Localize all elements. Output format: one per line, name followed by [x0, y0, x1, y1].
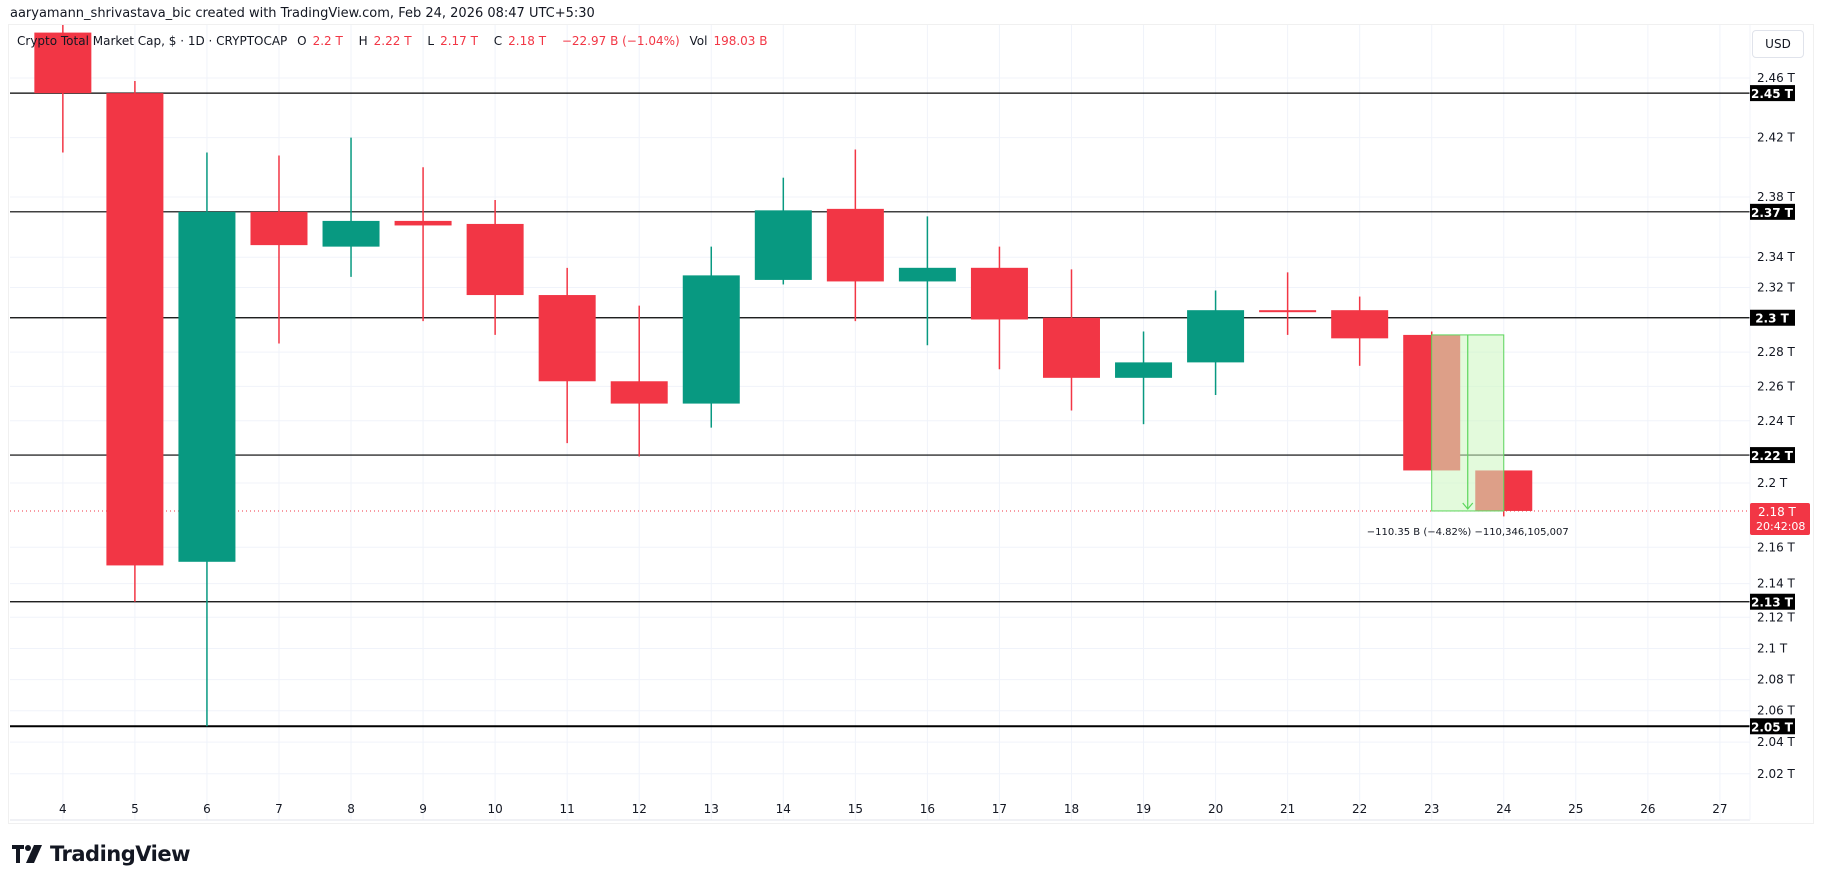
- x-axis-label: 8: [347, 802, 355, 816]
- x-axis-label: 23: [1424, 802, 1439, 816]
- candle-body: [754, 210, 812, 280]
- candle-body: [34, 32, 92, 94]
- currency-button[interactable]: USD: [1752, 30, 1804, 58]
- x-axis-label: 12: [632, 802, 647, 816]
- current-price-label: 2.18 T: [1758, 505, 1797, 519]
- y-axis-label: 2.2 T: [1757, 476, 1788, 490]
- candle-body: [1042, 317, 1100, 378]
- x-axis-label: 20: [1208, 802, 1223, 816]
- x-axis-label: 18: [1064, 802, 1079, 816]
- y-axis-label: 2.1 T: [1757, 641, 1788, 655]
- current-price-badge: [1750, 502, 1810, 535]
- chart-panel[interactable]: [8, 24, 1814, 824]
- candle-body: [394, 220, 452, 226]
- x-axis-label: 25: [1568, 802, 1583, 816]
- measure-arrowhead: [1462, 502, 1474, 510]
- high-value: 2.22 T: [373, 34, 412, 48]
- candle-body: [1115, 362, 1173, 378]
- x-axis-label: 14: [776, 802, 791, 816]
- symbol-title[interactable]: Crypto Total Market Cap, $ · 1D · CRYPTO…: [17, 34, 288, 48]
- x-axis-label: 22: [1352, 802, 1367, 816]
- y-axis-label: 2.02 T: [1757, 767, 1796, 781]
- y-axis-label: 2.46 T: [1757, 71, 1796, 85]
- y-axis-label: 2.08 T: [1757, 673, 1796, 687]
- level-price-badge: [1750, 203, 1795, 220]
- y-axis-label: 2.14 T: [1757, 577, 1796, 591]
- y-axis-label: 2.24 T: [1757, 414, 1796, 428]
- candle-body: [322, 220, 380, 247]
- x-axis-label: 17: [992, 802, 1007, 816]
- level-price-badge: [1750, 718, 1795, 735]
- candle-body: [970, 267, 1028, 320]
- y-axis-label: 2.04 T: [1757, 735, 1796, 749]
- y-axis-label: 2.32 T: [1757, 280, 1796, 294]
- x-axis-label: 24: [1496, 802, 1511, 816]
- candle-body: [466, 223, 524, 296]
- level-price-badge: [1750, 309, 1795, 326]
- plot-area: −110.35 B (−4.82%) −110,346,105,007: [10, 25, 1750, 820]
- x-axis-label: 26: [1640, 802, 1655, 816]
- level-price-badge: [1750, 593, 1795, 610]
- y-axis-label: 2.28 T: [1757, 345, 1796, 359]
- candle-body: [682, 275, 740, 404]
- x-axis-label: 7: [275, 802, 283, 816]
- volume-value: 198.03 B: [713, 34, 768, 48]
- y-axis-label: 2.38 T: [1757, 190, 1796, 204]
- y-axis-label: 2.26 T: [1757, 379, 1796, 393]
- close-value: 2.18 T: [508, 34, 547, 48]
- level-price-label: 2.45 T: [1751, 87, 1794, 101]
- x-axis-label: 19: [1136, 802, 1151, 816]
- candle-body: [178, 211, 236, 562]
- level-price-label: 2.22 T: [1751, 449, 1794, 463]
- x-axis-label: 15: [848, 802, 863, 816]
- countdown-label: 20:42:08: [1756, 520, 1805, 533]
- x-axis-label: 27: [1712, 802, 1727, 816]
- measure-label: −110.35 B (−4.82%) −110,346,105,007: [1367, 527, 1569, 538]
- level-price-label: 2.3 T: [1755, 312, 1789, 326]
- y-axis-label: 2.42 T: [1757, 131, 1796, 145]
- level-price-badge: [1750, 85, 1795, 102]
- x-axis-label: 9: [419, 802, 427, 816]
- y-axis-label: 2.06 T: [1757, 704, 1796, 718]
- x-axis-label: 21: [1280, 802, 1295, 816]
- x-axis-label: 5: [131, 802, 139, 816]
- y-axis-label: 2.12 T: [1757, 610, 1796, 624]
- x-axis-label: 16: [920, 802, 935, 816]
- chart-legend: Crypto Total Market Cap, $ · 1D · CRYPTO…: [17, 34, 768, 48]
- candle-body: [826, 208, 884, 282]
- x-axis-label: 13: [704, 802, 719, 816]
- candle-body: [610, 381, 668, 404]
- tradingview-logo-icon: [12, 845, 42, 863]
- candle-body: [1187, 310, 1245, 363]
- y-axis-label: 2.34 T: [1757, 250, 1796, 264]
- y-axis-label: 2.16 T: [1757, 540, 1796, 554]
- x-axis-label: 6: [203, 802, 211, 816]
- tradingview-logo[interactable]: TradingView: [12, 842, 190, 866]
- candle-body: [538, 295, 596, 382]
- candle-body: [1259, 310, 1317, 313]
- x-axis-label: 10: [487, 802, 502, 816]
- level-price-label: 2.13 T: [1751, 596, 1794, 610]
- candle-body: [1331, 310, 1389, 339]
- low-value: 2.17 T: [440, 34, 478, 48]
- x-axis-label: 11: [560, 802, 575, 816]
- candle-body: [898, 267, 956, 282]
- open-value: 2.2 T: [312, 34, 343, 48]
- level-price-label: 2.37 T: [1751, 206, 1794, 220]
- x-axis-label: 4: [59, 802, 67, 816]
- candle-body: [250, 211, 308, 246]
- level-price-badge: [1750, 447, 1795, 464]
- change-value: −22.97 B (−1.04%): [561, 34, 680, 48]
- candle-body: [106, 93, 164, 566]
- logo-text: TradingView: [50, 842, 190, 866]
- chart-credit: aaryamann_shrivastava_bic created with T…: [10, 6, 595, 21]
- level-price-label: 2.05 T: [1751, 720, 1794, 734]
